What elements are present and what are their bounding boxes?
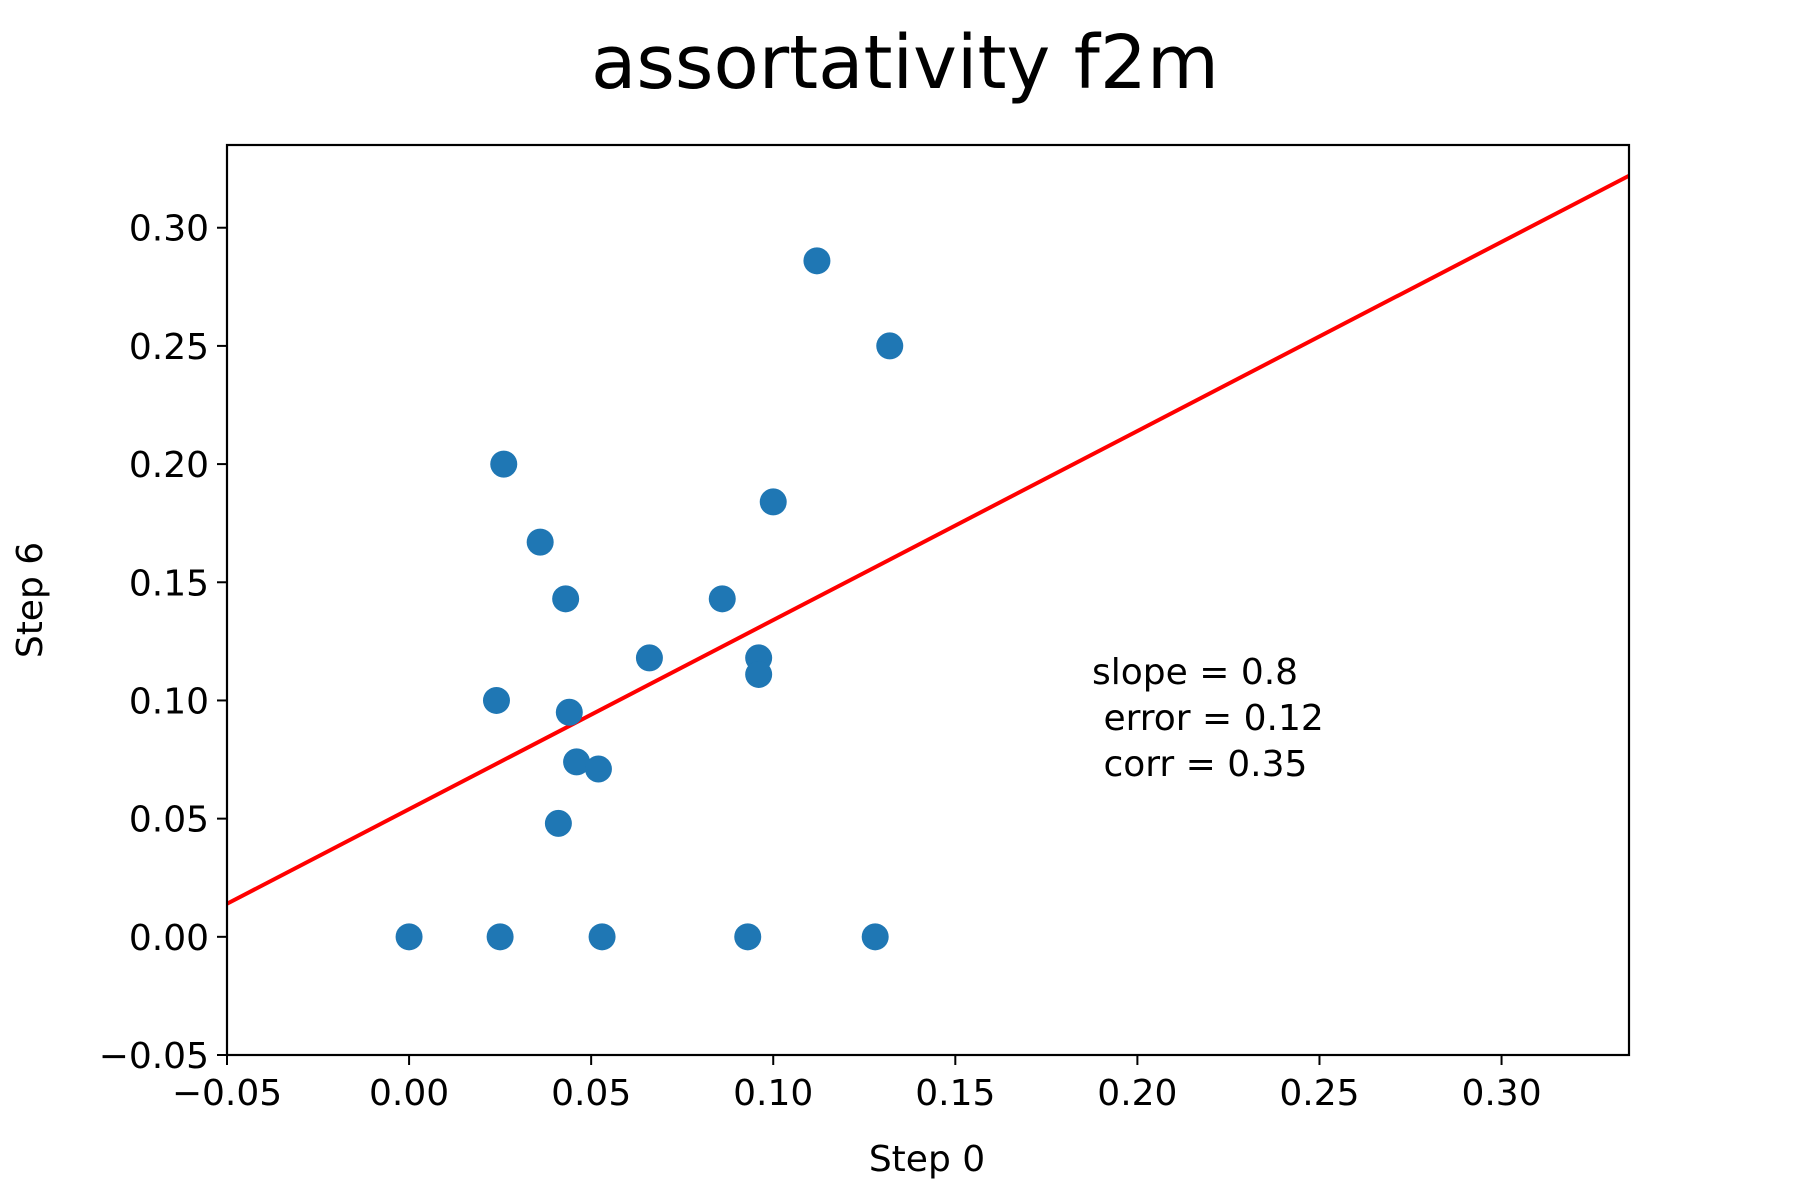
y-tick-label: 0.05 <box>129 800 209 841</box>
annotation-line: slope = 0.8 <box>1092 652 1298 693</box>
y-tick-label: 0.10 <box>129 681 209 722</box>
data-point-18 <box>588 923 616 951</box>
x-tick-label: 0.15 <box>915 1073 995 1114</box>
data-point-14 <box>584 755 612 783</box>
y-axis-ticks: −0.05 0.00 0.05 0.10 0.15 0.20 0.25 0.30 <box>99 209 227 1077</box>
data-point-17 <box>486 923 514 951</box>
y-tick-label: 0.00 <box>129 918 209 959</box>
x-tick-label: −0.05 <box>172 1073 282 1114</box>
y-tick-label: −0.05 <box>99 1036 209 1077</box>
data-point-1 <box>803 247 831 275</box>
x-tick-label: 0.20 <box>1097 1073 1177 1114</box>
x-tick-label: 0.00 <box>369 1073 449 1114</box>
data-point-12 <box>555 698 583 726</box>
y-tick-label: 0.15 <box>129 563 209 604</box>
data-point-10 <box>745 660 773 688</box>
y-tick-label: 0.25 <box>129 327 209 368</box>
data-point-5 <box>526 528 554 556</box>
fit-line-layer <box>226 173 1630 906</box>
y-tick-label: 0.20 <box>129 445 209 486</box>
x-tick-label: 0.10 <box>733 1073 813 1114</box>
annotation-line: corr = 0.35 <box>1092 744 1307 785</box>
stats-annotation: slope = 0.8 error = 0.12 corr = 0.35 <box>1092 652 1324 785</box>
data-point-6 <box>552 585 580 613</box>
fit-line <box>226 173 1630 906</box>
data-point-16 <box>395 923 423 951</box>
data-point-19 <box>734 923 762 951</box>
x-tick-label: 0.30 <box>1461 1073 1541 1114</box>
x-tick-label: 0.05 <box>551 1073 631 1114</box>
data-point-20 <box>861 923 889 951</box>
points-layer <box>395 247 904 951</box>
x-axis-label: Step 0 <box>869 1139 985 1180</box>
data-point-13 <box>563 748 591 776</box>
chart-title: assortativity f2m <box>591 20 1219 106</box>
data-point-8 <box>635 644 663 672</box>
plot-frame <box>225 143 1631 1057</box>
y-tick-label: 0.30 <box>129 209 209 250</box>
x-axis-ticks: −0.05 0.00 0.05 0.10 0.15 0.20 0.25 0.30 <box>172 1055 1542 1114</box>
x-tick-label: 0.25 <box>1279 1073 1359 1114</box>
data-point-7 <box>708 585 736 613</box>
data-point-4 <box>759 488 787 516</box>
data-point-11 <box>482 686 510 714</box>
y-axis-label: Step 6 <box>10 542 51 658</box>
data-point-15 <box>544 809 572 837</box>
data-point-3 <box>490 450 518 478</box>
annotation-line: error = 0.12 <box>1092 698 1324 739</box>
data-point-2 <box>876 332 904 360</box>
